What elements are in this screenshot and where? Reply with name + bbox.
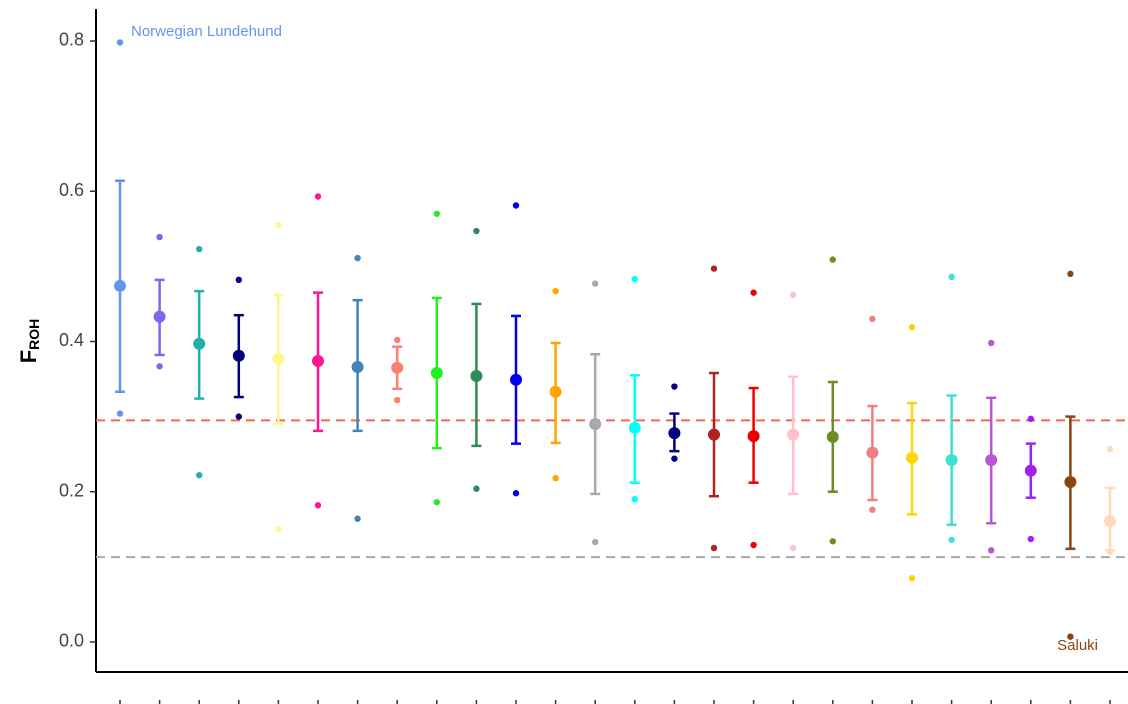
y-tick-label: 0.6: [59, 180, 84, 200]
mean-point: [787, 428, 800, 441]
max-point: [394, 336, 401, 344]
max-point: [948, 273, 955, 281]
min-point: [750, 541, 757, 549]
mean-point: [351, 361, 364, 374]
y-axis-title: FROH: [16, 319, 42, 364]
min-point: [354, 515, 361, 522]
mean-point: [1104, 515, 1116, 528]
min-point: [394, 396, 401, 404]
y-label-sub: ROH: [26, 319, 42, 350]
min-point: [631, 496, 638, 503]
min-point: [829, 538, 836, 545]
max-point: [1106, 445, 1114, 453]
max-point: [156, 233, 163, 241]
max-point: [988, 339, 995, 347]
min-point: [908, 574, 916, 582]
max-point: [275, 221, 282, 229]
mean-point: [153, 310, 166, 323]
min-point: [275, 526, 282, 533]
mean-point: [826, 430, 839, 443]
max-point: [116, 39, 124, 46]
min-point: [790, 544, 797, 552]
min-point: [710, 544, 718, 552]
min-point: [512, 490, 520, 497]
min-point: [948, 536, 955, 543]
mean-point: [391, 361, 404, 374]
min-point: [235, 413, 242, 420]
mean-point: [1024, 464, 1037, 477]
max-point: [631, 275, 638, 283]
mean-point: [1064, 475, 1077, 488]
max-point: [1067, 270, 1074, 278]
mean-point: [510, 373, 522, 386]
mean-point: [945, 454, 958, 467]
mean-point: [668, 427, 681, 440]
mean-point: [430, 367, 443, 380]
annotation: Norwegian Lundehund: [131, 23, 282, 40]
mean-point: [866, 446, 879, 459]
mean-point: [193, 337, 206, 350]
mean-point: [470, 370, 483, 383]
mean-point: [906, 451, 918, 464]
min-point: [433, 499, 440, 506]
mean-point: [114, 279, 126, 292]
max-point: [473, 227, 480, 235]
min-point: [116, 410, 124, 417]
y-label-main: F: [16, 350, 41, 363]
y-tick-label: 0.8: [59, 30, 84, 50]
max-point: [710, 265, 718, 272]
max-point: [196, 245, 203, 253]
min-point: [156, 363, 163, 370]
min-point: [671, 455, 678, 462]
max-point: [433, 210, 440, 217]
max-point: [790, 291, 797, 299]
min-point: [988, 547, 995, 554]
max-point: [750, 289, 757, 296]
min-point: [869, 506, 876, 513]
min-point: [1027, 535, 1035, 543]
min-point: [1067, 633, 1074, 640]
max-point: [592, 280, 599, 287]
annotation: Saluki: [1057, 637, 1098, 654]
max-point: [314, 193, 322, 200]
mean-point: [628, 421, 641, 434]
mean-point: [589, 418, 602, 431]
min-point: [552, 474, 559, 482]
min-point: [196, 471, 203, 479]
min-point: [592, 538, 599, 546]
mean-point: [312, 355, 324, 368]
min-point: [473, 485, 480, 492]
max-point: [869, 315, 876, 323]
max-point: [908, 324, 916, 331]
mean-point: [272, 352, 285, 365]
mean-point: [985, 454, 998, 467]
y-tick-label: 0.4: [59, 330, 84, 350]
mean-point: [232, 349, 245, 362]
min-point: [1106, 548, 1114, 556]
max-point: [512, 202, 520, 209]
mean-point: [549, 385, 562, 398]
max-point: [671, 383, 678, 390]
min-point: [314, 502, 322, 509]
y-tick-label: 0.2: [59, 480, 84, 500]
mean-point: [747, 430, 760, 443]
y-tick-label: 0.0: [59, 631, 84, 651]
max-point: [354, 254, 361, 262]
max-point: [1027, 415, 1035, 423]
max-point: [552, 287, 559, 295]
max-point: [235, 276, 242, 284]
max-point: [829, 256, 836, 263]
mean-point: [708, 428, 720, 441]
